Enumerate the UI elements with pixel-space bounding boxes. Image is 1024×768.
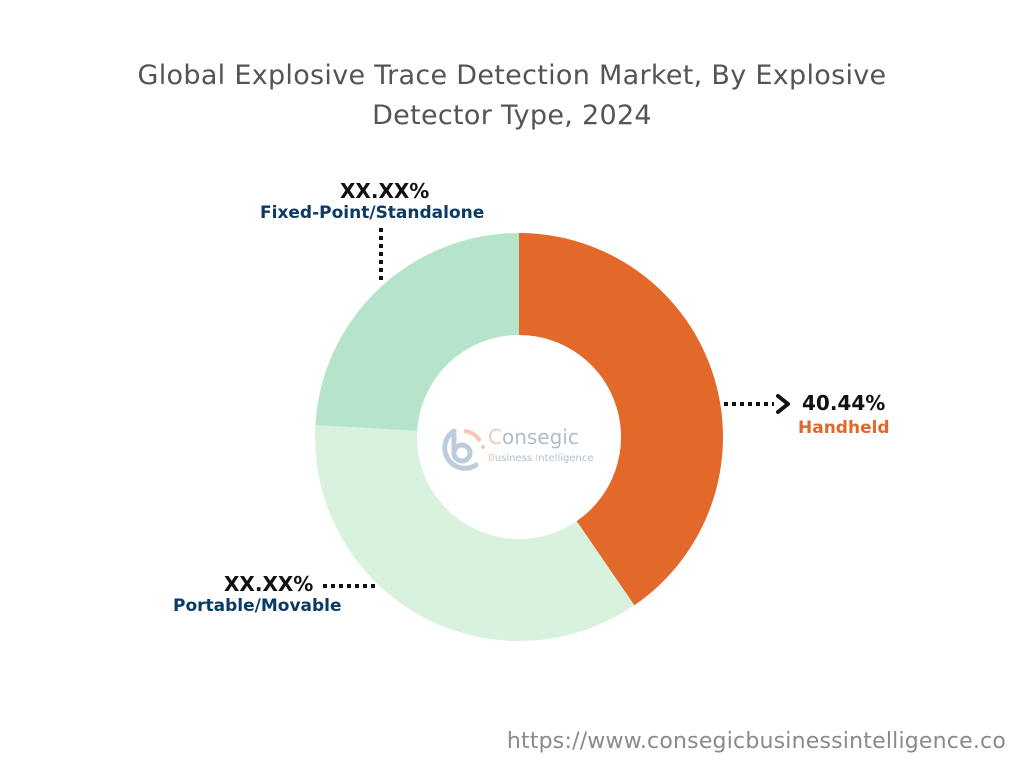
slice-fixed-point-standalone	[315, 233, 519, 431]
watermark-logo: Consegic Business Intelligence	[440, 423, 610, 473]
label-fixed-value: XX.XX%	[340, 179, 430, 203]
label-handheld-name: Handheld	[798, 418, 890, 438]
donut-slices	[315, 233, 724, 641]
label-handheld-value: 40.44%	[802, 391, 886, 415]
arrow-right-icon	[776, 394, 790, 414]
chart-title: Global Explosive Trace Detection Market,…	[0, 56, 1024, 136]
logo-subtitle: Business Intelligence	[488, 453, 594, 464]
logo-brand: Consegic	[488, 425, 579, 449]
chart-title-line1: Global Explosive Trace Detection Market,…	[137, 60, 887, 91]
label-fixed-name: Fixed-Point/Standalone	[260, 203, 485, 223]
label-portable-value: XX.XX%	[224, 572, 314, 596]
label-portable-name: Portable/Movable	[173, 596, 342, 616]
slice-portable-movable	[315, 424, 635, 641]
logo-icon	[442, 428, 485, 471]
slice-handheld	[519, 233, 724, 606]
chart-title-line2: Detector Type, 2024	[372, 100, 652, 131]
source-url: https://www.consegicbusinessintelligence…	[506, 729, 1006, 754]
